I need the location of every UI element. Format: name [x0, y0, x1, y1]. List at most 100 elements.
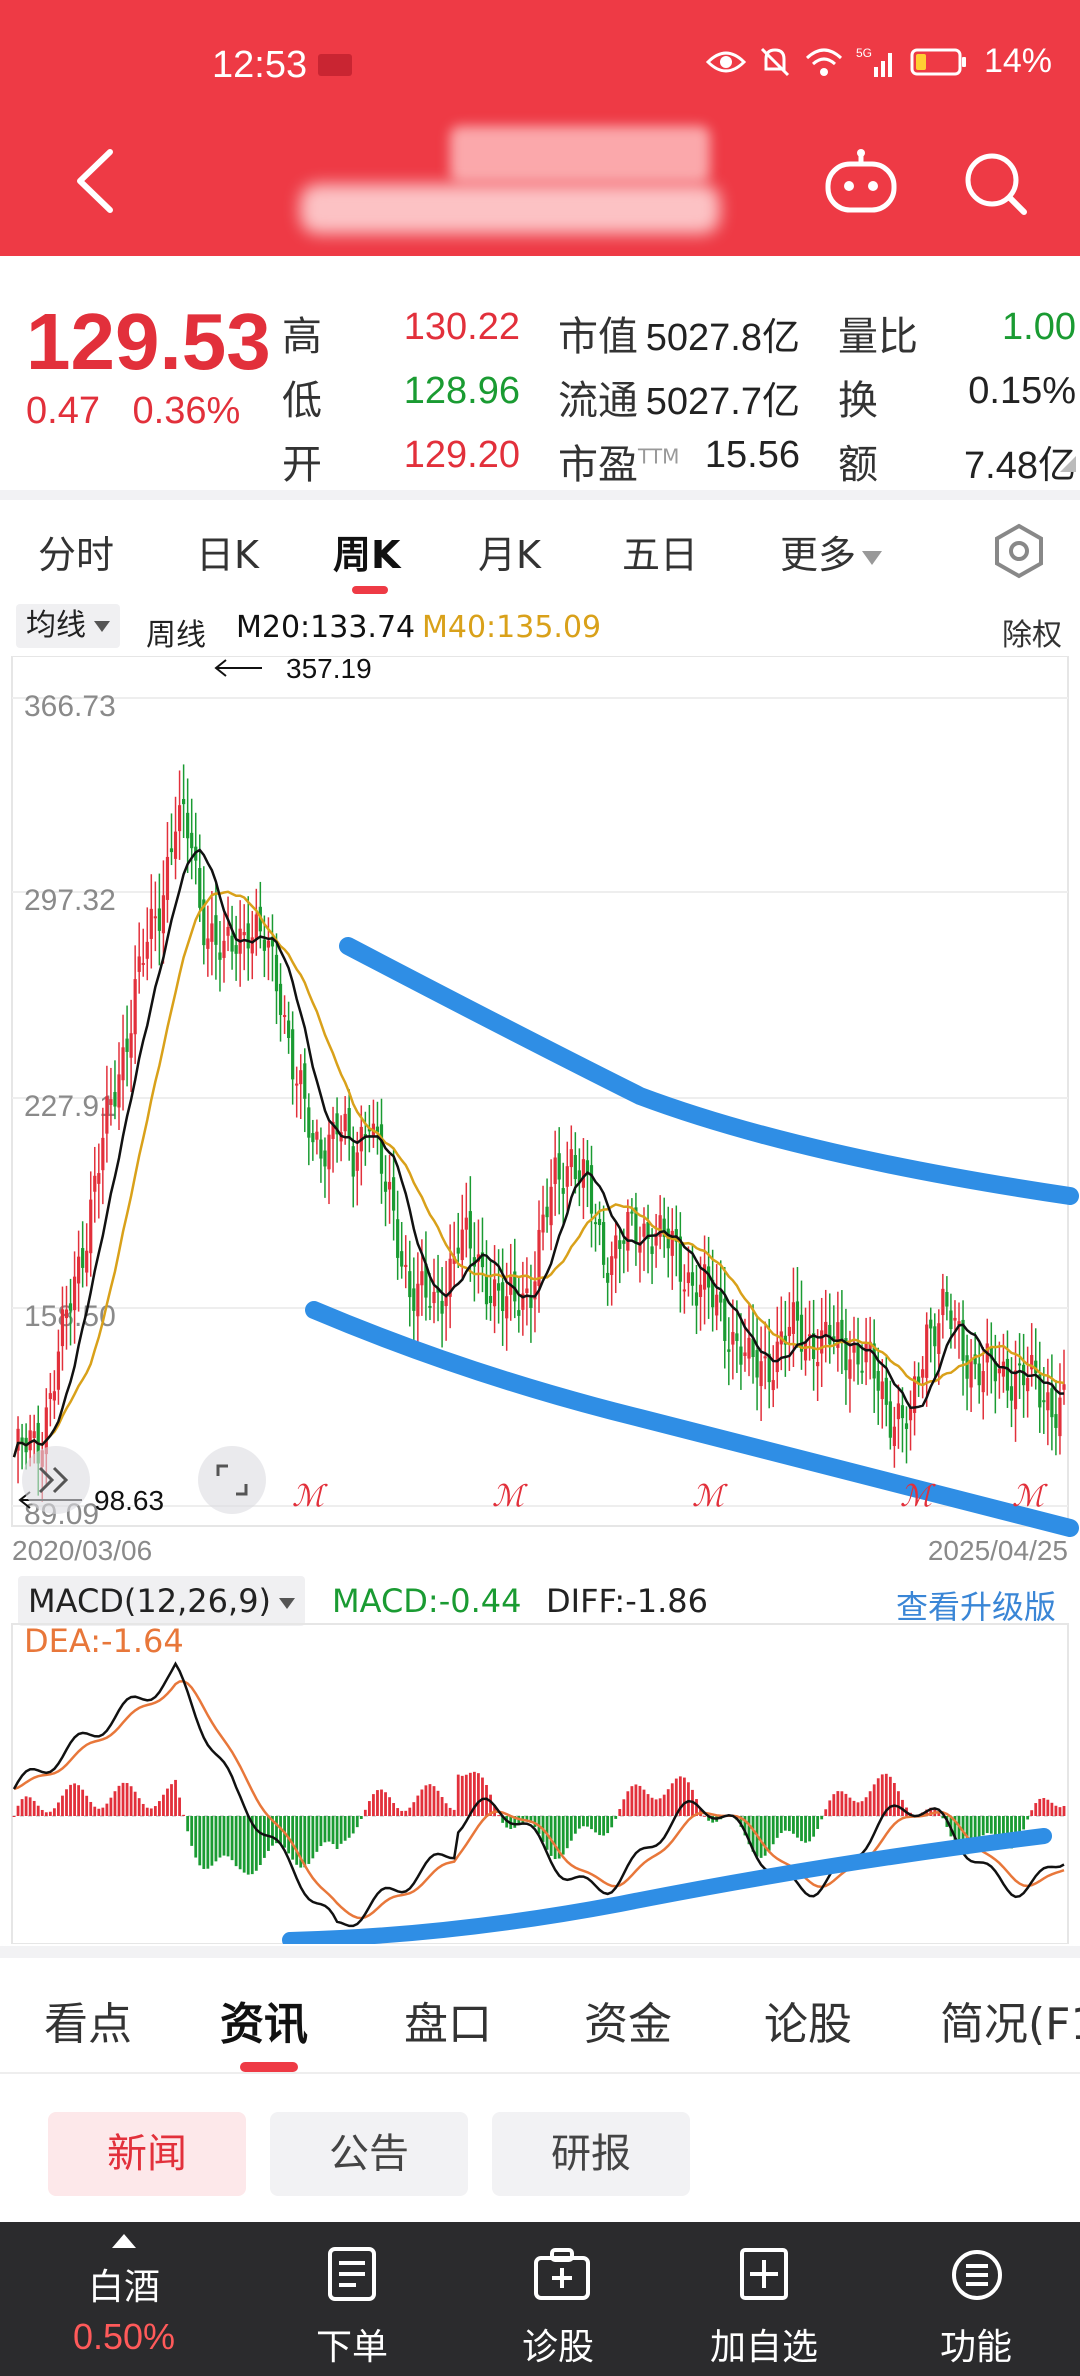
sector-change: 0.50%: [72, 2316, 176, 2357]
candle-body: [569, 1149, 573, 1168]
tab-funds[interactable]: 资金: [584, 1999, 672, 2050]
macd-bar: [48, 1811, 52, 1816]
pill-announcements[interactable]: 公告: [270, 2112, 468, 2196]
candle-body: [678, 1236, 682, 1282]
candle-body: [250, 937, 254, 954]
macd-bar: [800, 1816, 803, 1842]
macd-bar: [468, 1772, 472, 1816]
macd-bar: [436, 1790, 440, 1816]
macd-bar: [549, 1816, 553, 1856]
macd-bar: [117, 1785, 121, 1816]
event-marker[interactable]: ℳ: [292, 1479, 328, 1514]
add-watchlist-button[interactable]: 加自选: [664, 2222, 864, 2376]
tab-monthly-k[interactable]: 月K: [478, 533, 541, 577]
candle-body: [379, 1124, 384, 1174]
caret-down-icon: [862, 550, 883, 565]
order-button[interactable]: 下单: [252, 2222, 452, 2376]
tab-discussion[interactable]: 论股: [764, 1999, 852, 2050]
candle-body: [1034, 1360, 1038, 1374]
candle-body: [658, 1215, 662, 1237]
macd-bar: [327, 1816, 331, 1842]
indicator-selector[interactable]: 均线: [16, 604, 120, 648]
candle-body: [230, 935, 234, 952]
tab-order-book[interactable]: 盘口: [404, 1999, 492, 2050]
candle-body: [585, 1160, 590, 1173]
candle-body: [387, 1181, 392, 1190]
candle-body: [933, 1326, 937, 1347]
candle-body: [270, 936, 275, 947]
candle-body: [662, 1218, 666, 1237]
tab-weekly-k[interactable]: 周K: [333, 533, 401, 577]
candle-body: [1013, 1370, 1018, 1410]
candle-body: [589, 1165, 594, 1214]
candle-body: [513, 1271, 517, 1302]
macd-bar: [929, 1807, 933, 1816]
candle-body: [327, 1134, 331, 1170]
fullscreen-button[interactable]: [198, 1446, 266, 1514]
back-button[interactable]: [70, 146, 120, 216]
macd-bar: [832, 1794, 836, 1816]
tab-intraday[interactable]: 分时: [38, 533, 115, 577]
upgrade-link[interactable]: 查看升级版: [895, 1588, 1056, 1626]
macd-bar: [400, 1810, 404, 1816]
event-marker[interactable]: ℳ: [692, 1479, 728, 1514]
macd-bar: [646, 1794, 650, 1816]
event-marker[interactable]: ℳ: [900, 1479, 936, 1514]
candle-body: [307, 1107, 311, 1138]
macd-selector[interactable]: MACD(12,26,9): [18, 1576, 306, 1626]
macd-bar: [234, 1816, 238, 1867]
functions-button[interactable]: 功能: [876, 2222, 1076, 2376]
expand-sidebar-button[interactable]: [22, 1446, 90, 1514]
settings-hexagon-icon[interactable]: [990, 522, 1048, 580]
robot-assistant-icon[interactable]: [824, 148, 898, 214]
macd-bar: [424, 1785, 428, 1816]
macd-bar: [767, 1816, 771, 1851]
tab-profile[interactable]: 简况(F1: [940, 1999, 1080, 2050]
candle-body: [880, 1381, 884, 1400]
macd-bar: [658, 1798, 662, 1816]
tab-more[interactable]: 更多: [780, 524, 883, 579]
kline-chart[interactable]: 366.73297.32227.91158.5089.09357.1998.63…: [0, 656, 1080, 1566]
candle-body: [1001, 1361, 1006, 1377]
macd-bar: [824, 1809, 828, 1816]
tab-highlights[interactable]: 看点: [44, 1999, 132, 2050]
event-marker[interactable]: ℳ: [1012, 1479, 1048, 1514]
macd-bar: [634, 1784, 638, 1816]
candle-body: [1022, 1364, 1026, 1386]
macd-bar: [396, 1808, 400, 1816]
macd-bar: [864, 1797, 868, 1816]
candle-body: [444, 1295, 448, 1307]
status-time: 12:53: [212, 44, 308, 86]
candle-body: [929, 1319, 933, 1329]
tab-five-day[interactable]: 五日: [622, 533, 699, 577]
diagnose-button[interactable]: 诊股: [458, 2222, 658, 2376]
macd-bar: [299, 1816, 303, 1868]
candle-body: [828, 1324, 832, 1345]
candle-body: [222, 940, 226, 958]
candle-body: [331, 1121, 335, 1139]
candle-body: [190, 832, 194, 849]
tab-news[interactable]: 资讯: [220, 1999, 308, 2050]
macd-chart[interactable]: [0, 1564, 1080, 1944]
sector-indicator[interactable]: 白酒 0.50%: [24, 2222, 224, 2376]
macd-bar: [787, 1816, 791, 1832]
macd-bar: [1026, 1816, 1030, 1820]
battery-icon: [910, 48, 966, 75]
macd-bar: [137, 1798, 141, 1816]
search-icon[interactable]: [962, 150, 1028, 216]
macd-bar: [747, 1816, 751, 1845]
macd-bar: [141, 1803, 145, 1816]
event-marker[interactable]: ℳ: [492, 1479, 528, 1514]
tab-daily-k[interactable]: 日K: [196, 533, 259, 577]
candle-body: [113, 1092, 117, 1107]
macd-bar: [783, 1816, 787, 1831]
macd-bar: [262, 1816, 266, 1858]
macd-bar: [977, 1816, 981, 1840]
expand-corner-icon[interactable]: [1060, 456, 1076, 472]
pill-research[interactable]: 研报: [492, 2112, 690, 2196]
candle-body: [872, 1343, 876, 1379]
candle-body: [278, 983, 283, 1015]
ex-rights-toggle[interactable]: 除权: [1002, 618, 1062, 653]
macd-bar: [367, 1801, 371, 1816]
pill-news[interactable]: 新闻: [48, 2112, 246, 2196]
